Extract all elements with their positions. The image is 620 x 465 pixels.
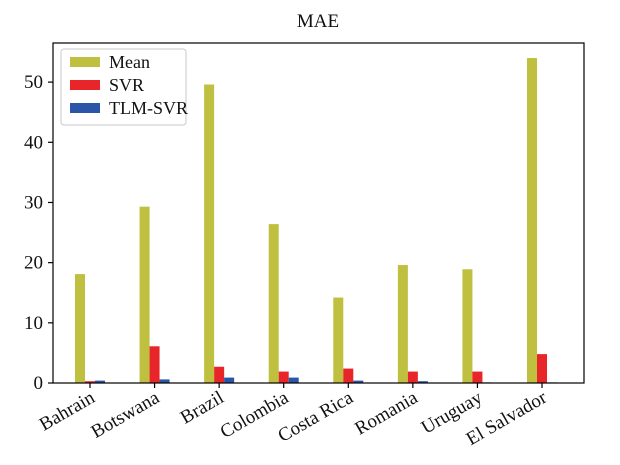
- legend-swatch: [70, 103, 100, 113]
- bar-tlm-svr-costa-rica: [353, 380, 364, 383]
- bar-mean-colombia: [268, 224, 279, 383]
- bar-tlm-svr-botswana: [159, 379, 170, 383]
- bar-svr-colombia: [278, 371, 289, 383]
- y-tick-label: 30: [24, 192, 43, 213]
- bar-svr-brazil: [214, 366, 225, 383]
- bars-group: [75, 58, 557, 384]
- legend: Mean SVR TLM-SVR: [60, 48, 188, 126]
- bar-tlm-svr-colombia: [288, 377, 299, 383]
- y-tick-label: 10: [24, 313, 43, 334]
- legend-label: Mean: [109, 52, 150, 72]
- y-tick-label: 0: [34, 373, 44, 394]
- legend-swatch: [70, 80, 100, 90]
- y-tick-label: 20: [24, 253, 43, 274]
- x-tick-label: Botswana: [88, 387, 164, 443]
- x-tick-label: Romania: [351, 387, 421, 440]
- bar-mean-costa-rica: [333, 297, 344, 383]
- y-tick-label: 40: [24, 132, 43, 153]
- bar-svr-costa-rica: [343, 368, 354, 383]
- plot-frame: [52, 42, 585, 384]
- bar-mean-botswana: [139, 206, 150, 383]
- bar-tlm-svr-romania: [417, 381, 428, 383]
- bar-svr-el-salvador: [537, 354, 547, 383]
- bar-svr-bahrain: [85, 381, 95, 383]
- legend-swatch: [70, 57, 100, 67]
- legend-label: TLM-SVR: [109, 98, 188, 118]
- bar-tlm-svr-bahrain: [95, 380, 105, 383]
- bar-mean-romania: [397, 265, 408, 383]
- bar-mean-bahrain: [75, 274, 85, 383]
- bar-svr-romania: [407, 371, 418, 383]
- bar-svr-uruguay: [472, 371, 483, 383]
- bar-tlm-svr-brazil: [224, 377, 235, 383]
- bar-mean-el-salvador: [527, 58, 537, 383]
- y-axis: 0 10 20 30 40 50: [24, 72, 53, 394]
- bar-svr-botswana: [149, 346, 160, 383]
- bar-mean-uruguay: [462, 269, 473, 383]
- x-tick-label: Costa Rica: [275, 387, 358, 447]
- chart-title: MAE: [297, 11, 339, 32]
- y-tick-label: 50: [24, 72, 43, 93]
- bar-mean-brazil: [204, 84, 215, 384]
- legend-label: SVR: [109, 75, 144, 95]
